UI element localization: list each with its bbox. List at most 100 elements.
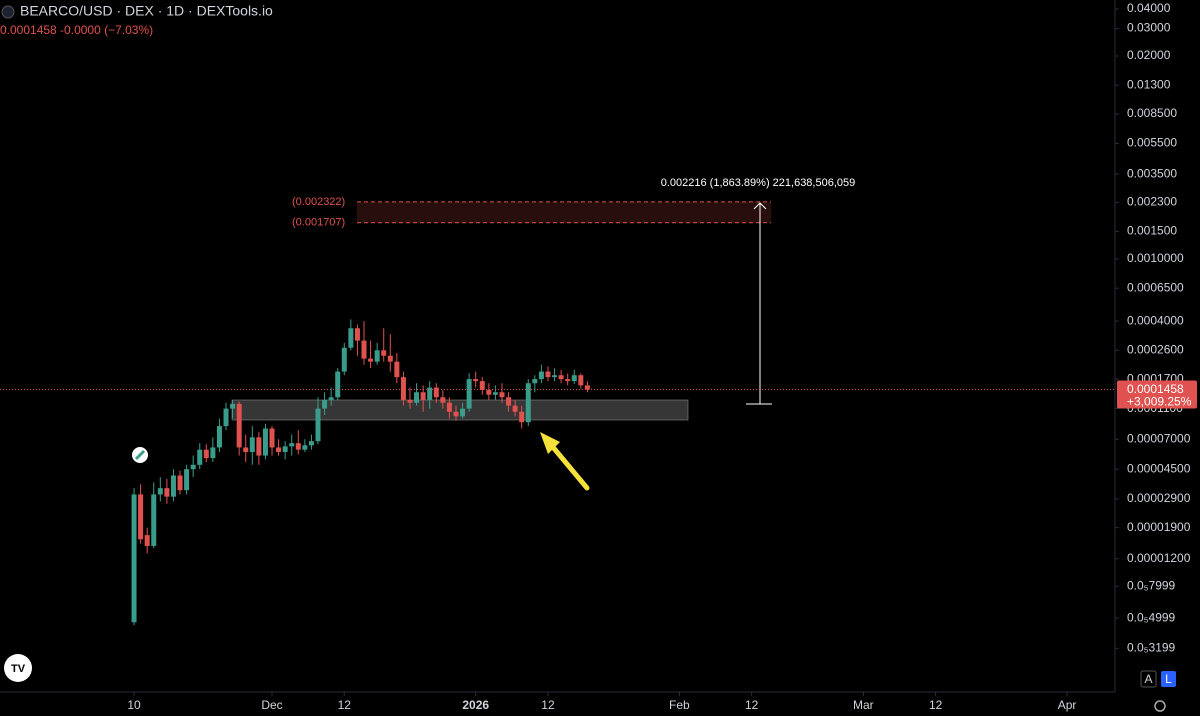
button-label[interactable]: A	[1144, 672, 1152, 686]
price-tag	[1117, 380, 1197, 409]
y-tick-label: 0.008500	[1127, 106, 1177, 120]
candle-body	[223, 408, 229, 427]
candle-body	[519, 411, 525, 423]
candle-body	[131, 494, 137, 623]
candle-body	[394, 361, 400, 378]
candle-body	[414, 392, 420, 403]
y-tick-label: 0.0010000	[1127, 251, 1184, 265]
candle-body	[400, 377, 406, 400]
y-tick-label: 0.0₅4999	[1127, 610, 1176, 624]
candle-body	[368, 358, 374, 362]
y-tick-label: 0.00007000	[1127, 431, 1191, 445]
button-box[interactable]	[1140, 670, 1157, 688]
candle-body	[433, 387, 439, 398]
candle-body	[164, 488, 170, 497]
zone-label: (0.001707)	[292, 217, 345, 229]
y-tick-label: 0.02000	[1127, 48, 1171, 62]
candle-body	[479, 381, 485, 390]
x-tick-label: 12	[929, 698, 943, 712]
symbol-icon	[1, 5, 15, 19]
y-tick-label: 0.00004500	[1127, 461, 1191, 475]
candle-body	[558, 375, 564, 380]
y-tick-label: 0.00001900	[1127, 520, 1191, 534]
candle-body	[381, 350, 387, 356]
candle-body	[387, 355, 393, 362]
candle-body	[506, 397, 512, 406]
tv-logo: TV	[4, 654, 32, 682]
candle-body	[460, 408, 466, 417]
candle-body	[571, 375, 577, 382]
y-tick-label: 0.00001200	[1127, 551, 1191, 565]
settings-icon[interactable]	[1154, 700, 1166, 712]
candle-body	[302, 445, 308, 450]
candle-body	[348, 328, 354, 348]
y-tick-label: 0.003500	[1127, 166, 1177, 180]
candle-body	[538, 371, 544, 380]
candle-body	[341, 347, 347, 372]
price-tag-label: 0.0001458	[1127, 382, 1184, 396]
y-tick-label: 0.04000	[1127, 1, 1171, 15]
candle-body	[440, 397, 446, 403]
candle-body	[197, 449, 203, 465]
candle-body	[512, 405, 518, 412]
y-tick-label: 0.00002900	[1127, 491, 1191, 505]
candle-body	[525, 383, 531, 423]
target-zone	[357, 201, 771, 223]
candle-body	[361, 340, 367, 359]
candle-body	[203, 449, 209, 459]
candle-body	[552, 375, 558, 378]
candle-body	[243, 447, 249, 452]
x-tick-label: 2026	[462, 698, 489, 712]
candle-body	[354, 328, 360, 341]
candle-body	[407, 399, 413, 403]
candle-body	[282, 446, 288, 452]
candle-body	[190, 464, 196, 470]
price-tag-change: +3,009.25%	[1127, 395, 1192, 409]
candle-body	[499, 392, 505, 398]
candle-body	[584, 385, 590, 390]
candle-body	[170, 475, 176, 497]
candle-body	[216, 426, 222, 448]
candle-body	[157, 488, 163, 495]
candle-body	[269, 428, 275, 448]
candle-body	[184, 469, 190, 491]
chart-subtitle: 0.0001458 -0.0000 (−7.03%)	[0, 23, 153, 37]
candle-body	[315, 408, 321, 442]
y-tick-label: 0.01300	[1127, 77, 1171, 91]
candle-body	[532, 379, 538, 384]
chart-title: BEARCO/USD · DEX · 1D · DEXTools.io	[20, 3, 273, 19]
candle-body	[256, 437, 262, 456]
candle-body	[230, 403, 236, 409]
y-tick-label: 0.005500	[1127, 136, 1177, 150]
x-tick-label: Apr	[1058, 698, 1077, 712]
button-box[interactable]	[1161, 671, 1176, 687]
zone-label: (0.002322)	[292, 196, 345, 208]
candle-body	[138, 494, 144, 540]
candle-body	[466, 379, 472, 409]
y-tick-label: 0.001500	[1127, 224, 1177, 238]
candle-body	[177, 475, 183, 491]
candle-body	[144, 535, 150, 546]
measure-head	[753, 202, 767, 210]
support-zone	[231, 399, 689, 421]
candle-body	[578, 375, 584, 386]
candle-body	[289, 443, 295, 447]
y-tick-label: 0.0₅7999	[1127, 578, 1176, 592]
button-label[interactable]: L	[1165, 672, 1172, 686]
candle-body	[473, 379, 479, 382]
x-tick-label: 12	[745, 698, 759, 712]
candle-body	[210, 447, 216, 459]
candle-body	[276, 447, 282, 452]
candle-body	[262, 428, 268, 456]
x-tick-label: Dec	[261, 698, 282, 712]
candle-body	[420, 392, 426, 400]
x-tick-label: 12	[338, 698, 352, 712]
candle-body	[427, 387, 433, 400]
candle-body	[295, 443, 301, 450]
y-tick-label: 0.0002600	[1127, 342, 1184, 356]
pencil-icon[interactable]	[132, 447, 148, 463]
candle-body	[151, 494, 157, 546]
candle-body	[335, 371, 341, 398]
svg-text:TV: TV	[11, 663, 26, 675]
